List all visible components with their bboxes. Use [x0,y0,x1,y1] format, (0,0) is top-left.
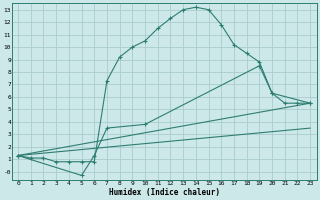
X-axis label: Humidex (Indice chaleur): Humidex (Indice chaleur) [108,188,220,197]
